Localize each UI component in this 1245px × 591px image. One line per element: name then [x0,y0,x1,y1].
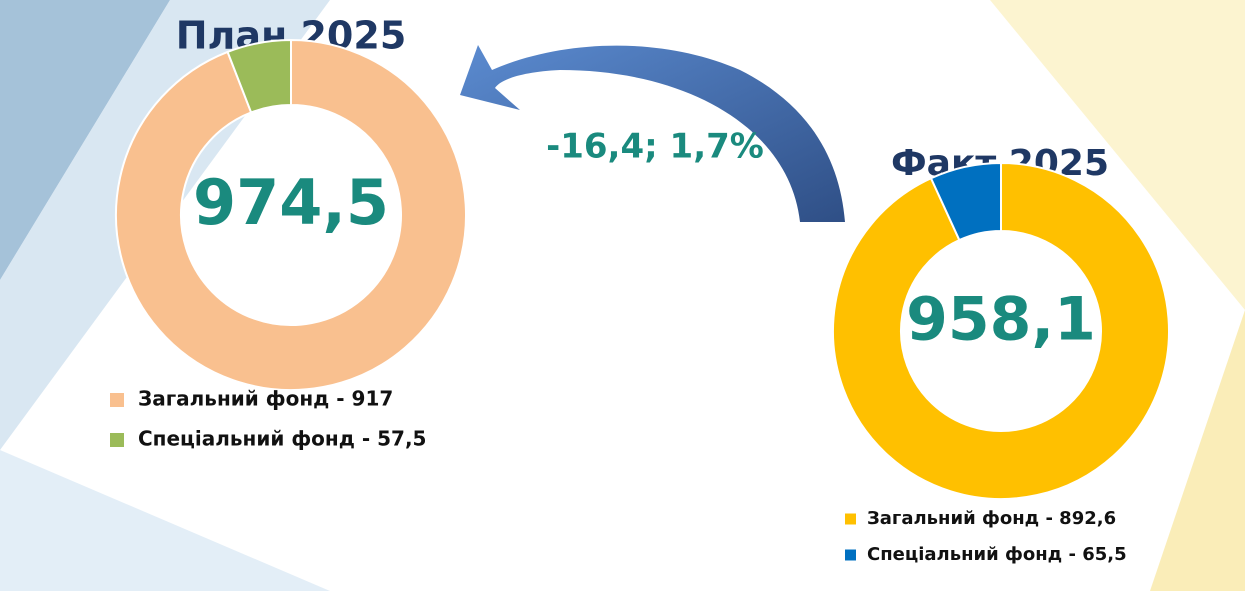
bg-triangle [0,450,330,591]
bg-triangle [990,0,1245,310]
legend-label: Спеціальний фонд - 65,5 [867,544,1127,565]
legend-label: Загальний фонд - 917 [138,387,393,411]
donut-slice [115,38,467,391]
legend-swatch [110,393,124,407]
legend-label: Спеціальний фонд - 57,5 [138,427,426,451]
donut-slice [832,161,1170,500]
center-label: 958,1 [906,285,1096,355]
legend-swatch [110,433,124,447]
donut-slice [929,161,1002,242]
bg-triangle [1150,310,1245,591]
donut-slice [226,38,292,114]
legend-swatch [845,549,856,561]
legend-swatch [845,513,856,525]
center-label: 974,5 [193,166,389,239]
arrow [460,45,845,222]
legend-label: Загальний фонд - 892,6 [867,508,1116,529]
annotation: -16,4; 1,7% [546,127,764,167]
